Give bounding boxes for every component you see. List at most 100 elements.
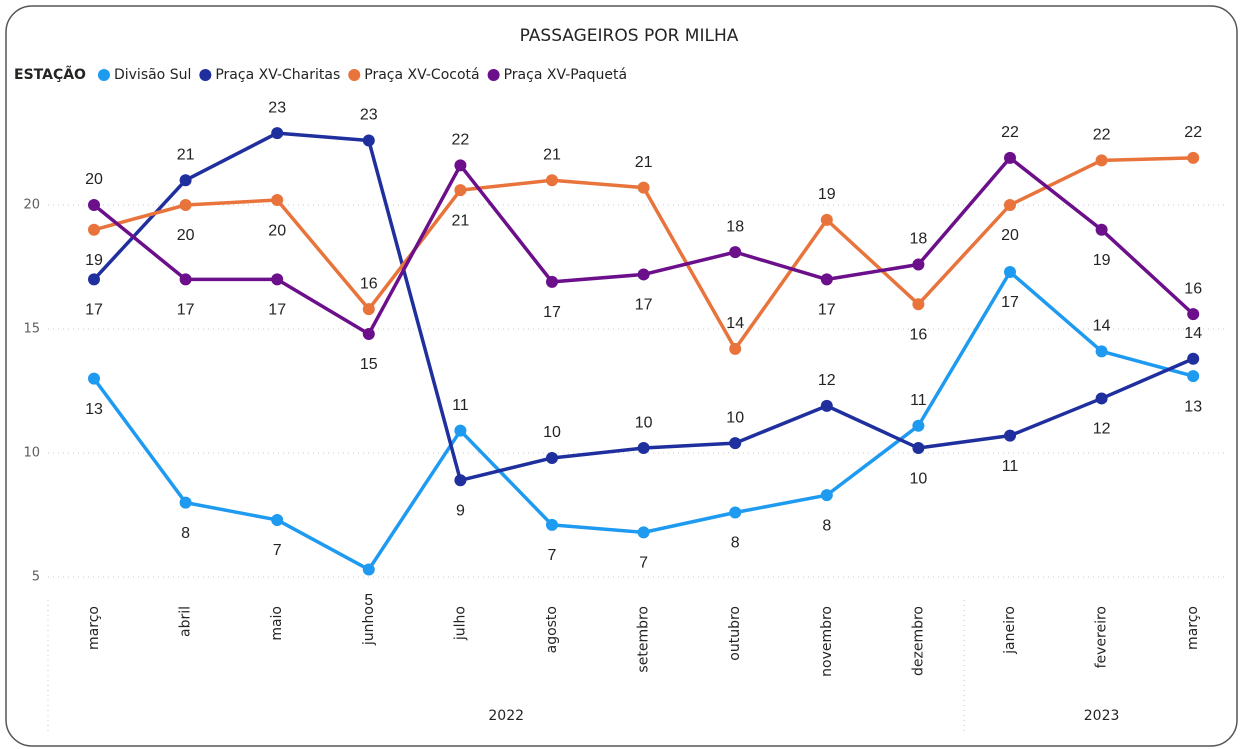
x-tick-label: abril: [178, 606, 194, 637]
data-label: 23: [268, 99, 286, 116]
data-label: 9: [456, 502, 465, 519]
x-tick-label: agosto: [544, 606, 560, 653]
data-label: 22: [1093, 127, 1111, 144]
x-tick-label: novembro: [819, 606, 835, 677]
data-label: 12: [1093, 421, 1111, 438]
data-label: 16: [1184, 280, 1202, 297]
legend-marker: [487, 69, 500, 81]
data-label: 10: [635, 414, 653, 431]
data-point: [637, 526, 650, 539]
data-point: [1004, 429, 1016, 442]
data-point: [546, 451, 558, 464]
data-point: [88, 223, 100, 236]
data-point: [1187, 370, 1200, 383]
data-point: [729, 437, 742, 450]
data-point: [1187, 151, 1200, 164]
y-tick-label: 10: [23, 446, 40, 461]
data-label: 13: [85, 401, 103, 418]
data-point: [88, 199, 100, 211]
data-point: [820, 399, 833, 412]
data-point: [88, 372, 100, 385]
data-point: [729, 506, 742, 519]
data-point: [1095, 392, 1108, 405]
data-point: [179, 199, 192, 211]
data-point: [1095, 223, 1108, 236]
data-label: 14: [726, 315, 744, 332]
x-tick-label: fevereiro: [1094, 606, 1110, 668]
data-point: [637, 181, 650, 194]
legend-label: Praça XV-Paquetá: [504, 67, 628, 83]
card: [5, 5, 1238, 747]
data-label: 22: [452, 132, 470, 149]
data-label: 17: [635, 297, 653, 314]
y-tick-label: 20: [23, 198, 40, 213]
data-label: 20: [1001, 227, 1019, 244]
x-tick-label: outubro: [727, 606, 743, 661]
data-label: 17: [177, 302, 195, 319]
data-label: 8: [181, 525, 190, 542]
data-point: [362, 327, 375, 340]
data-label: 7: [639, 555, 648, 572]
data-label: 19: [818, 186, 836, 203]
data-label: 18: [910, 231, 928, 248]
data-point: [820, 213, 833, 226]
data-point: [912, 258, 925, 271]
data-point: [637, 268, 650, 281]
data-label: 22: [1184, 124, 1202, 141]
data-point: [1187, 308, 1200, 321]
y-tick-label: 15: [23, 322, 40, 337]
data-label: 8: [822, 517, 831, 534]
data-label: 21: [452, 212, 470, 229]
data-label: 16: [360, 275, 378, 292]
data-point: [1004, 151, 1016, 164]
x-tick-label: julho: [452, 606, 468, 641]
x-tick-label: março: [86, 606, 102, 650]
data-point: [179, 496, 192, 509]
data-point: [1095, 345, 1108, 358]
data-label: 21: [543, 146, 561, 163]
data-label: 10: [543, 424, 561, 441]
data-label: 19: [85, 252, 103, 269]
data-point: [820, 273, 833, 286]
x-tick-label: setembro: [636, 606, 652, 673]
data-point: [546, 174, 558, 187]
legend-marker: [97, 69, 110, 81]
data-point: [729, 246, 742, 259]
data-point: [271, 194, 284, 207]
data-point: [454, 159, 467, 172]
data-label: 12: [818, 372, 836, 389]
legend-label: Praça XV-Charitas: [215, 67, 340, 83]
data-label: 11: [1002, 458, 1019, 475]
x-tick-label: junho: [361, 606, 377, 646]
data-point: [912, 442, 925, 455]
x-tick-label: maio: [269, 606, 285, 641]
data-label: 20: [85, 171, 103, 188]
data-point: [637, 442, 650, 455]
data-label: 7: [548, 547, 557, 564]
data-point: [454, 424, 467, 437]
data-point: [820, 489, 833, 502]
data-label: 8: [731, 535, 740, 552]
data-point: [1095, 154, 1108, 167]
data-point: [912, 298, 925, 311]
data-point: [1187, 352, 1200, 365]
data-label: 5: [364, 592, 373, 609]
data-label: 17: [268, 302, 286, 319]
data-label: 14: [1184, 325, 1202, 342]
data-label: 11: [452, 397, 469, 414]
data-label: 17: [543, 304, 561, 321]
data-point: [179, 174, 192, 187]
data-point: [546, 275, 558, 288]
data-label: 20: [177, 227, 195, 244]
data-label: 17: [1001, 294, 1019, 311]
data-label: 17: [85, 302, 103, 319]
data-label: 17: [818, 302, 836, 319]
data-label: 21: [177, 146, 195, 163]
data-point: [454, 184, 467, 197]
data-label: 16: [910, 326, 928, 343]
legend-marker: [199, 69, 212, 81]
data-label: 23: [360, 107, 378, 124]
data-point: [362, 303, 375, 316]
